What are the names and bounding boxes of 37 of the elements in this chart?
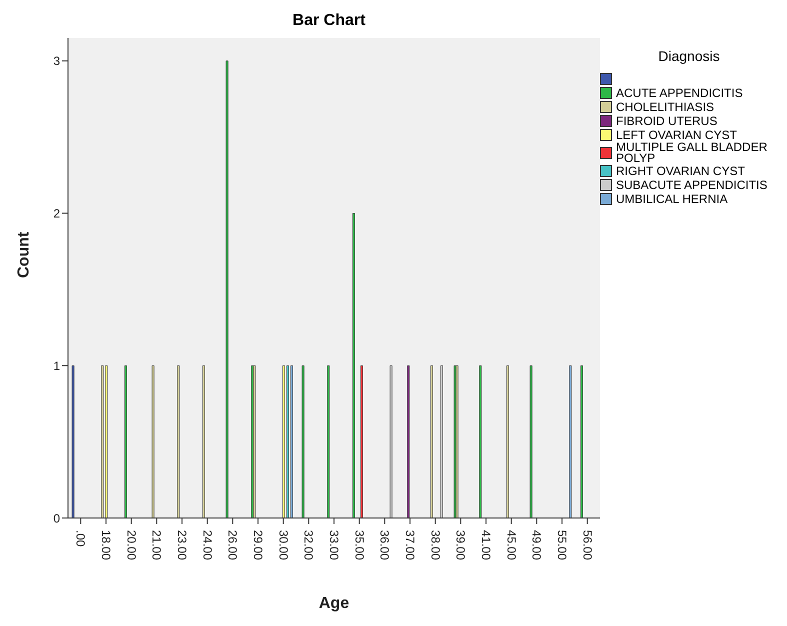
chart-title: Bar Chart xyxy=(292,12,366,30)
x-tick-label: 45.00 xyxy=(504,530,518,560)
x-axis-title: Age xyxy=(318,595,350,612)
legend-label: MULTIPLE GALL BLADDER POLYP xyxy=(616,140,768,165)
x-tick-label: 35.00 xyxy=(352,530,366,560)
x-tick-label: 56.00 xyxy=(580,530,594,560)
x-tick-label: .00 xyxy=(74,530,88,548)
x-tick-label: 29.00 xyxy=(251,530,265,560)
legend-label: LEFT OVARIAN CYST xyxy=(616,128,737,142)
x-tick-label: 24.00 xyxy=(200,530,214,560)
legend-label: FIBROID UTERUS xyxy=(616,114,718,128)
x-tick-label: 55.00 xyxy=(555,530,569,560)
legend-label: SUBACUTE APPENDICITIS xyxy=(616,178,768,192)
x-tick-label: 26.00 xyxy=(226,530,240,560)
legend-label: RIGHT OVARIAN CYST xyxy=(616,164,745,178)
x-tick-label: 38.00 xyxy=(428,530,442,560)
x-tick-label: 20.00 xyxy=(124,530,138,560)
y-tick-label: 3 xyxy=(53,54,60,68)
x-tick-label: 36.00 xyxy=(378,530,392,560)
x-tick-label: 30.00 xyxy=(276,530,290,560)
x-tick-label: 21.00 xyxy=(150,530,164,560)
x-tick-label: 33.00 xyxy=(327,530,341,560)
x-tick-label: 49.00 xyxy=(530,530,544,560)
legend-label: ACUTE APPENDICITIS xyxy=(616,86,743,100)
x-tick-label: 37.00 xyxy=(403,530,417,560)
legend-label: UMBILICAL HERNIA xyxy=(616,192,728,206)
x-tick-label: 39.00 xyxy=(454,530,468,560)
x-tick-label: 18.00 xyxy=(99,530,113,560)
y-tick-label: 0 xyxy=(53,511,60,526)
legend-title: Diagnosis xyxy=(657,48,721,64)
y-axis-title: Count xyxy=(16,231,33,278)
y-tick-label: 1 xyxy=(53,358,60,373)
x-tick-label: 32.00 xyxy=(302,530,316,560)
legend-label: CHOLELITHIASIS xyxy=(616,100,714,114)
x-tick-label: 41.00 xyxy=(479,530,493,560)
y-tick-label: 2 xyxy=(53,206,60,220)
x-tick-label: 23.00 xyxy=(175,530,189,560)
